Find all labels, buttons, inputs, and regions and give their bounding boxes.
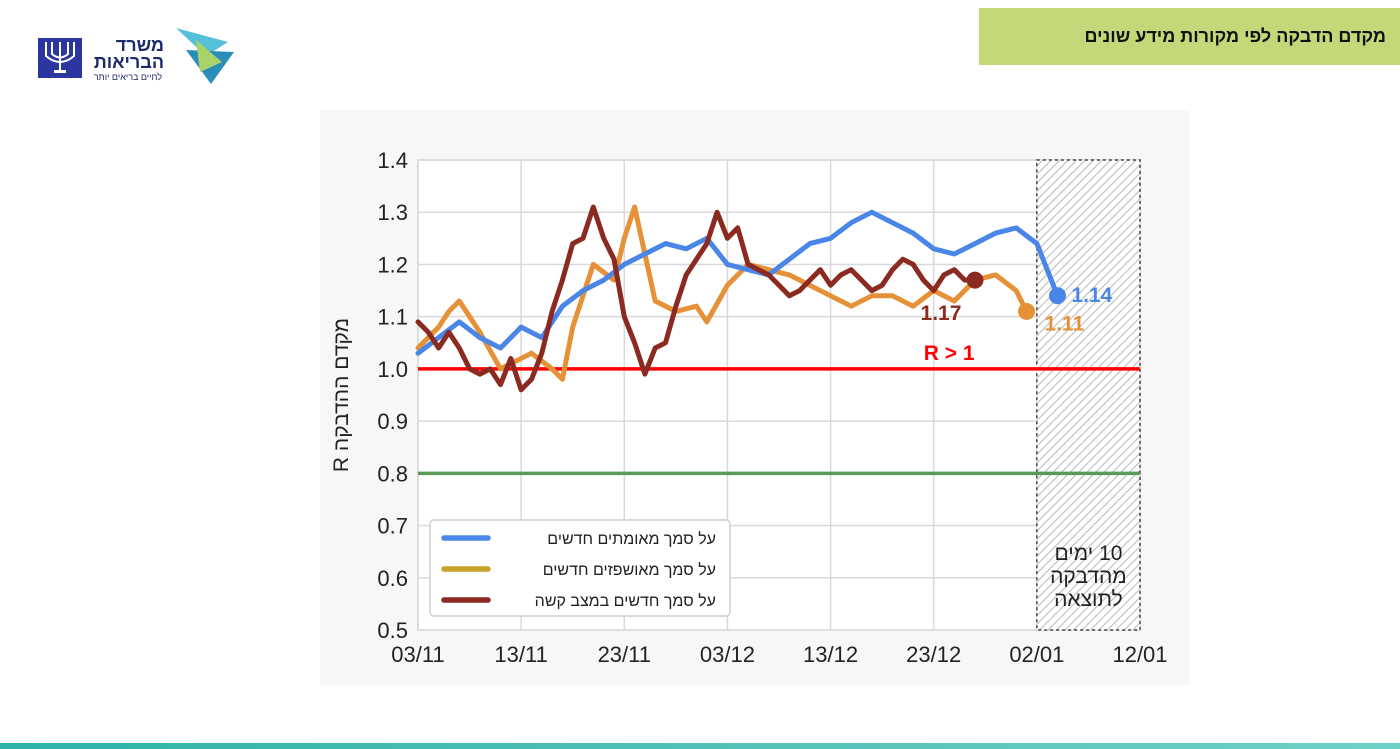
legend-label: על סמך מאומתים חדשים	[547, 530, 716, 548]
legend: על סמך מאומתים חדשים על סמך מאושפזים חדשי…	[429, 519, 731, 617]
r-chart-container: 10 ימים מהדבקה לתוצאה R > 1 1.14 1.11 1.17 0…	[320, 110, 1190, 685]
logo-name-line1: משרד	[115, 35, 164, 55]
ministry-logo: משרד הבריאות לחיים בריאים יותר	[36, 22, 236, 88]
series-end-point	[1048, 287, 1066, 305]
page-title: מקדם הדבקה לפי מקורות מידע שונים	[1084, 26, 1386, 46]
legend-box	[429, 519, 731, 617]
x-tick-label: 23/12	[906, 642, 961, 667]
legend-label: על סמך מאושפזים חדשים	[543, 561, 716, 579]
y-tick-labels: 0.5 0.6 0.7 0.8 0.9 1.0 1.1 1.2 1.3 1.4	[377, 148, 408, 643]
y-tick-label: 1.4	[377, 148, 408, 173]
x-tick-label: 13/12	[803, 642, 858, 667]
x-tick-label: 12/01	[1112, 642, 1167, 667]
series-line	[415, 204, 978, 393]
y-tick-label: 1.2	[377, 252, 408, 277]
series-line	[415, 209, 1060, 356]
shaded-region-label: מהדבקה	[1050, 565, 1127, 588]
logo-tagline: לחיים בריאים יותר	[93, 72, 162, 82]
x-tick-label: 02/01	[1009, 642, 1064, 667]
series-end-point	[1018, 302, 1036, 320]
reference-line-label: R > 1	[924, 342, 975, 365]
menorah-emblem-icon	[38, 28, 234, 84]
series-group: 1.14 1.11 1.17	[415, 204, 1113, 393]
reference-lines: R > 1	[418, 342, 1140, 476]
legend-label: על סמך חדשים במצב קשה	[535, 592, 716, 610]
series-end-label: 1.17	[921, 302, 962, 325]
logo-name-line2: הבריאות	[93, 52, 164, 72]
series-end-label: 1.14	[1071, 284, 1112, 307]
y-tick-label: 1.1	[377, 305, 408, 330]
x-tick-label: 03/12	[700, 642, 755, 667]
shaded-region-label: לתוצאה	[1054, 588, 1123, 611]
y-tick-label: 1.3	[377, 200, 408, 225]
y-tick-label: 0.8	[377, 461, 408, 486]
y-tick-label: 0.7	[377, 514, 408, 539]
y-tick-label: 0.6	[377, 566, 408, 591]
shaded-region-label: 10 ימים	[1054, 542, 1122, 565]
x-tick-labels: 03/11 13/11 23/11 03/12 13/12 23/12 02/01 12/01	[391, 642, 1167, 667]
y-tick-label: 0.5	[377, 618, 408, 643]
y-axis-label: R מקדם ההדבקה	[330, 318, 353, 472]
x-tick-label: 23/11	[598, 642, 651, 667]
projection-hatched-area	[1036, 159, 1141, 631]
x-tick-label: 03/11	[391, 642, 444, 667]
page-title-banner: מקדם הדבקה לפי מקורות מידע שונים	[979, 8, 1400, 65]
x-tick-label: 13/11	[494, 642, 547, 667]
series-end-point	[966, 271, 984, 289]
series-end-label: 1.11	[1045, 312, 1085, 335]
y-tick-label: 0.9	[377, 409, 408, 434]
bottom-accent-bar	[0, 743, 1400, 749]
y-tick-label: 1.0	[377, 357, 408, 382]
